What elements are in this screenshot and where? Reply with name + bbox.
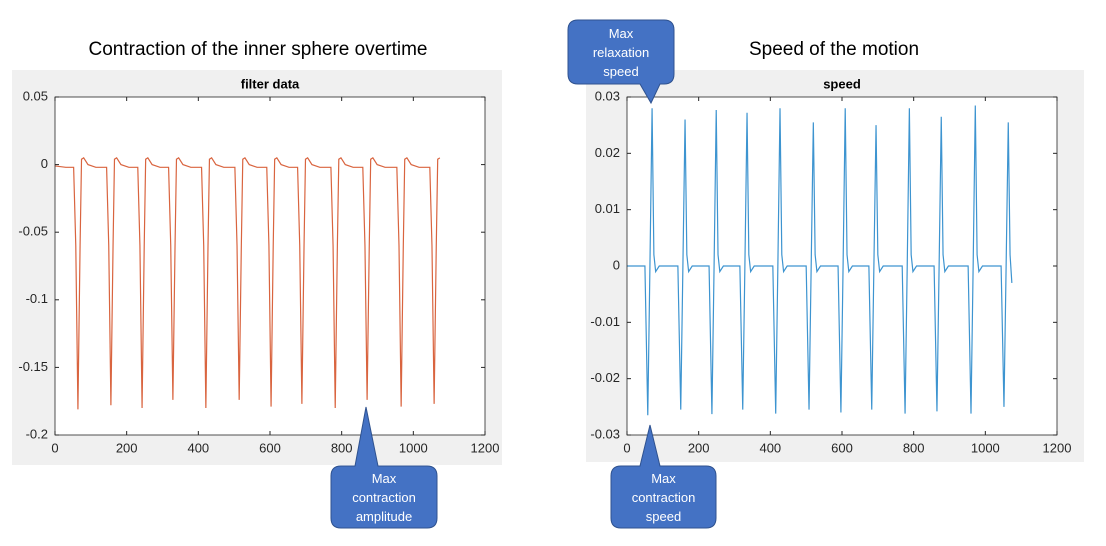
x-tick-label: 0 <box>623 440 630 455</box>
x-tick-label: 1200 <box>471 440 500 455</box>
x-tick-label: 1000 <box>971 440 1000 455</box>
callout-box <box>610 424 717 529</box>
callout-box <box>330 406 438 529</box>
callout: Max relaxation speed <box>568 20 674 84</box>
y-tick-label: 0.03 <box>595 88 620 103</box>
x-tick-label: 200 <box>688 440 710 455</box>
y-tick-label: 0.01 <box>595 201 620 216</box>
data-line <box>54 157 441 410</box>
y-tick-label: -0.15 <box>18 359 48 374</box>
axes-box <box>54 96 486 436</box>
callout-text: Max relaxation speed <box>592 25 650 79</box>
chart-title: filter data <box>241 76 300 91</box>
callout-text: Max contraction speed <box>631 470 696 524</box>
y-tick-label: -0.01 <box>590 314 620 329</box>
y-tick-label: -0.03 <box>590 426 620 441</box>
y-tick-label: -0.2 <box>26 426 48 441</box>
chart-heading: Contraction of the inner sphere overtime <box>88 39 427 60</box>
x-tick-label: 800 <box>903 440 925 455</box>
plot-area <box>55 97 485 435</box>
callout-text: Max contraction amplitude <box>352 470 416 524</box>
chart-heading: Speed of the motion <box>749 39 919 60</box>
callout-box <box>567 19 675 105</box>
x-tick-label: 600 <box>259 440 281 455</box>
axes-box <box>626 96 1058 436</box>
chart-title: speed <box>823 76 861 91</box>
data-line <box>627 105 1013 416</box>
x-tick-label: 200 <box>116 440 138 455</box>
callout: Max contraction speed <box>611 466 716 528</box>
x-tick-label: 0 <box>51 440 58 455</box>
y-tick-label: -0.02 <box>590 370 620 385</box>
y-tick-label: 0 <box>613 257 620 272</box>
y-tick-label: -0.05 <box>18 224 48 239</box>
x-tick-label: 800 <box>331 440 353 455</box>
x-tick-label: 400 <box>187 440 209 455</box>
x-tick-label: 400 <box>759 440 781 455</box>
y-tick-label: 0.05 <box>23 88 48 103</box>
y-tick-label: -0.1 <box>26 291 48 306</box>
callout: Max contraction amplitude <box>331 466 437 528</box>
y-tick-label: 0.02 <box>595 145 620 160</box>
x-tick-label: 600 <box>831 440 853 455</box>
plots: Contraction of the inner sphere overtime… <box>12 39 1084 465</box>
x-tick-label: 1200 <box>1043 440 1072 455</box>
y-tick-label: 0 <box>41 156 48 171</box>
x-tick-label: 1000 <box>399 440 428 455</box>
